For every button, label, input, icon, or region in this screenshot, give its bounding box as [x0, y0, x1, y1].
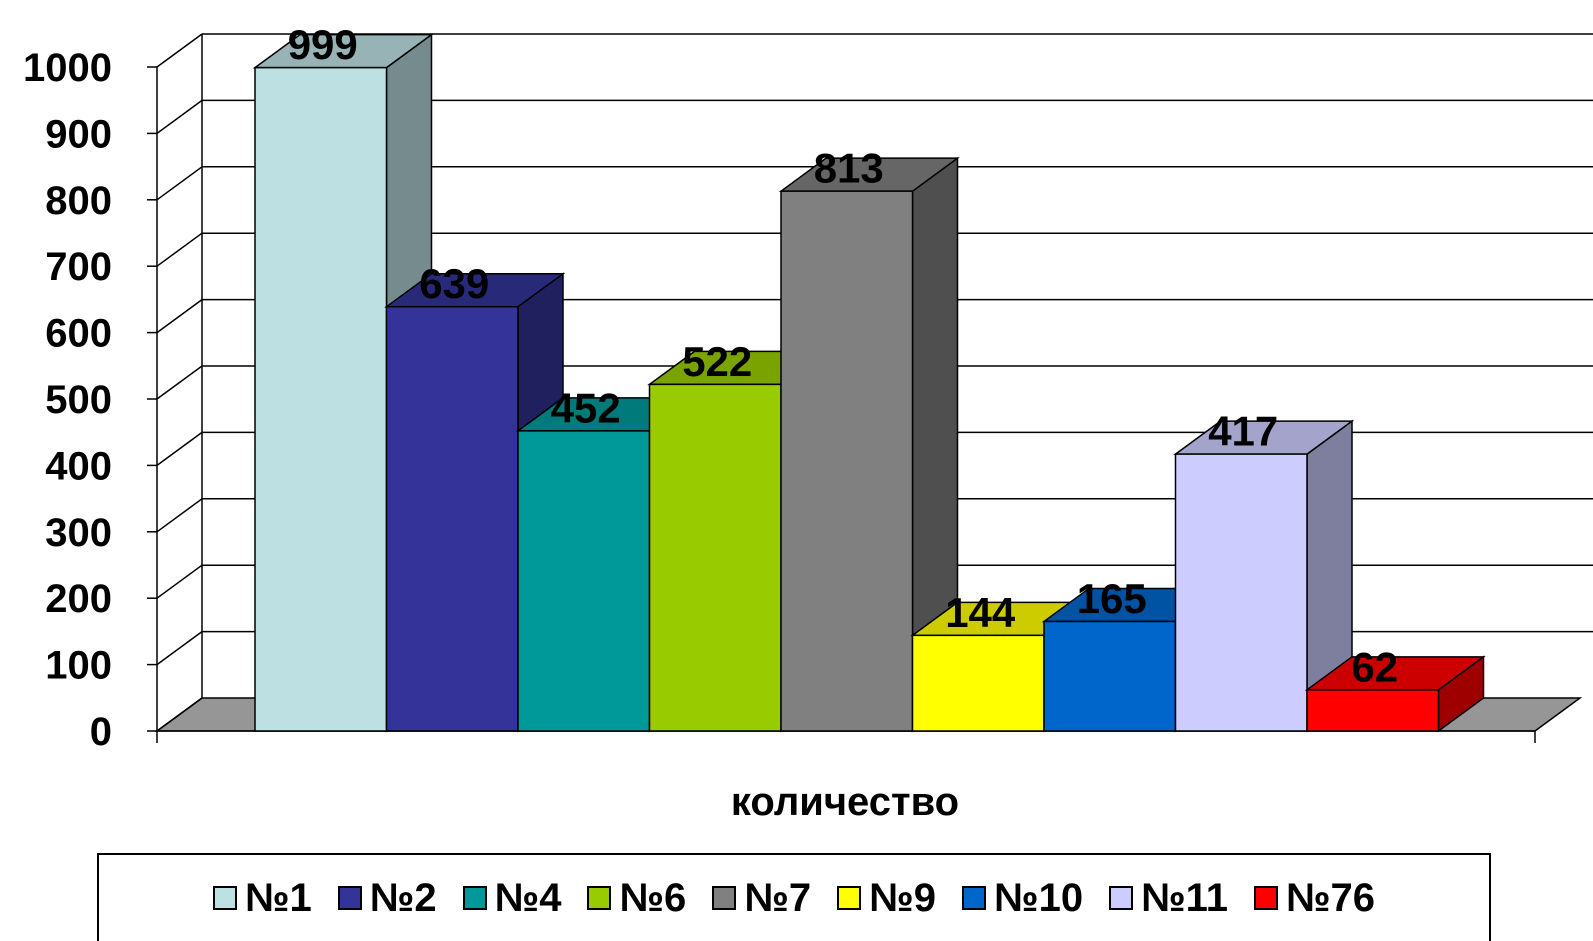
side-gridline: [156, 630, 203, 666]
bar-front: [254, 66, 388, 732]
y-tick-label: 800: [45, 179, 112, 223]
legend-item: №11: [1109, 876, 1228, 921]
bar-№7: [778, 156, 960, 733]
side-gridline: [156, 498, 203, 533]
bar-front: [1043, 620, 1177, 732]
bar-front: [385, 305, 519, 732]
bar-front: [517, 430, 651, 732]
data-label: 639: [419, 260, 489, 307]
legend-label: №7: [744, 875, 812, 920]
legend-item: №2: [337, 875, 437, 921]
side-gridline: [156, 365, 203, 400]
y-tick-label: 300: [45, 511, 112, 555]
legend-swatch: [212, 886, 237, 910]
legend-item: №7: [712, 876, 811, 921]
y-axis-ticks: 0 100 200 300 400 500 600 700 800 900 1000: [23, 46, 157, 754]
side-gridline: [156, 99, 203, 135]
legend-item: №10: [962, 876, 1083, 921]
data-label: 417: [1208, 408, 1278, 455]
bar-front: [1174, 453, 1308, 732]
data-label: 999: [288, 21, 358, 68]
legend-label: №2: [369, 875, 437, 920]
data-label: 452: [551, 384, 621, 431]
legend-item: №1: [212, 875, 312, 921]
side-gridline: [156, 33, 203, 68]
legend-item: №76: [1253, 875, 1376, 921]
y-tick-label: 0: [90, 710, 112, 754]
bar-front: [648, 383, 782, 732]
legend-item: №9: [837, 876, 936, 921]
x-axis-title: количество: [731, 780, 959, 824]
legend-label: №6: [619, 875, 687, 920]
y-tick-label: 200: [45, 577, 112, 621]
data-label: 165: [1077, 575, 1147, 622]
legend-item: №4: [462, 875, 562, 921]
legend-swatch: [962, 886, 986, 910]
bar-front: [780, 190, 914, 732]
side-gridline: [156, 166, 203, 201]
y-tick-label: 1000: [23, 46, 112, 90]
side-gridline: [156, 564, 203, 599]
bars-group: [252, 33, 1486, 733]
legend-swatch: [837, 886, 862, 910]
side-gridline: [156, 431, 203, 467]
y-tick-label: 400: [45, 444, 112, 488]
legend-swatch: [1253, 886, 1278, 910]
side-gridline: [156, 697, 203, 732]
data-labels: 999 639 452 522 813 144 165 417 62: [288, 21, 1398, 690]
side-gridline: [156, 298, 203, 334]
legend-swatch: [462, 886, 487, 910]
legend-label: №1: [244, 875, 312, 920]
bar-№76: [1304, 655, 1486, 733]
data-label: 62: [1351, 643, 1398, 690]
legend-label: №4: [494, 875, 562, 920]
bar-№11: [1173, 419, 1355, 733]
legend-swatch: [587, 886, 612, 910]
legend-swatch: [337, 886, 362, 910]
legend-item: №6: [587, 876, 686, 921]
legend-label: №76: [1285, 875, 1376, 920]
y-tick-label: 100: [45, 644, 112, 688]
y-tick-label: 600: [45, 312, 112, 356]
y-tick-label: 900: [45, 112, 112, 156]
data-label: 813: [814, 145, 884, 192]
legend: №1 №2 №4 №6 №7 №9 №10 №11 №76: [97, 853, 1491, 941]
y-tick-label: 700: [45, 245, 112, 289]
y-tick-label: 500: [45, 378, 112, 422]
data-label: 522: [682, 338, 752, 385]
data-label: 144: [945, 589, 1016, 636]
side-gridline: [156, 232, 203, 267]
legend-swatch: [712, 886, 737, 910]
bar-front: [911, 634, 1045, 732]
bar-front: [1306, 689, 1440, 732]
legend-swatch: [1109, 886, 1134, 910]
legend-label: №10: [994, 875, 1084, 920]
legend-label: №9: [869, 875, 936, 920]
legend-label: №11: [1141, 875, 1228, 920]
